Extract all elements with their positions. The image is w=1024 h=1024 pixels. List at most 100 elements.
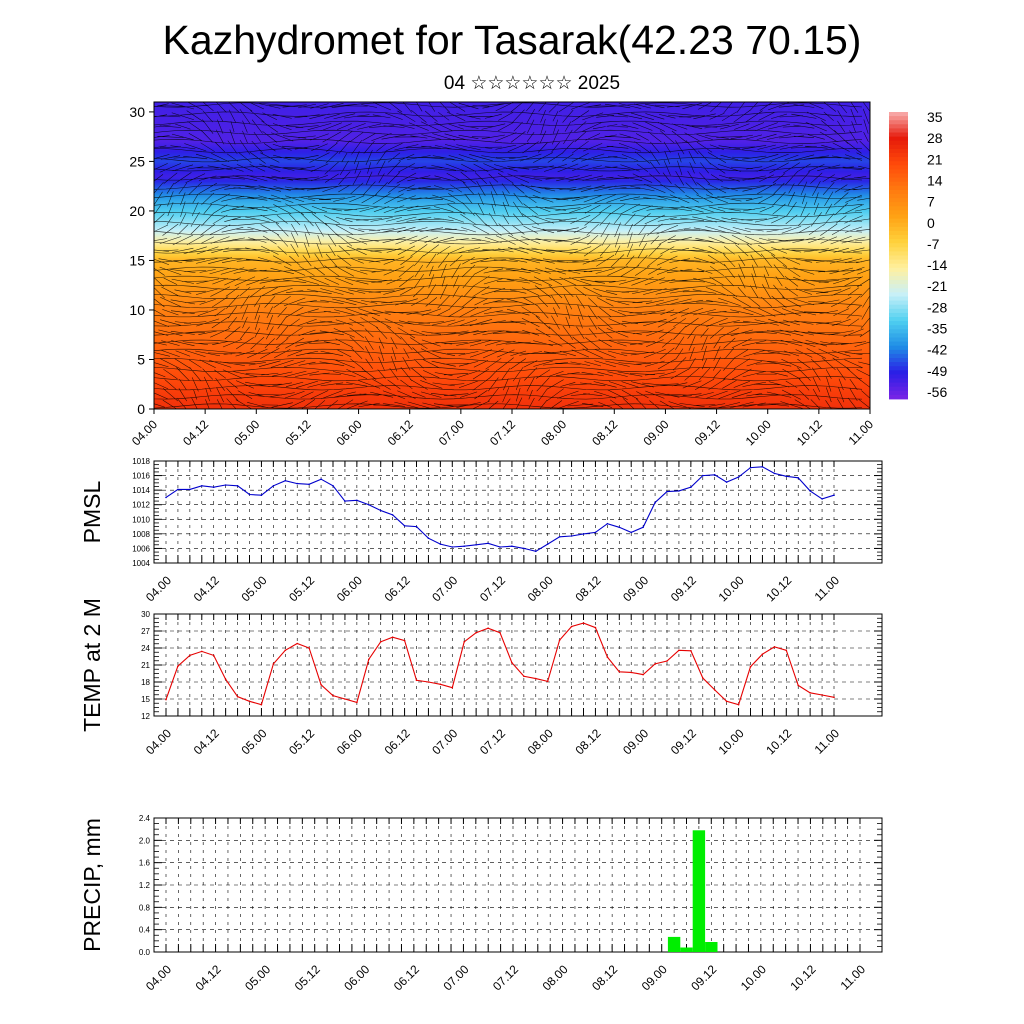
y-axis-title: PMSL (79, 480, 105, 543)
heatmap-x-tick-label: 05.12 (282, 417, 313, 448)
x-tick-label: 10.12 (763, 573, 794, 604)
data-point (773, 472, 776, 475)
heatmap-x-tick-label: 06.12 (385, 417, 416, 448)
colorbar-band (889, 341, 908, 347)
colorbar-band (889, 333, 908, 338)
colorbar: 35 28 21 14 7 0 -7 -14 -21 -28 -35 -42 -49 -56 (889, 109, 947, 400)
x-tick-label: 09.12 (688, 962, 719, 993)
x-tick-label: 06.00 (341, 962, 372, 993)
x-tick-label: 04.12 (191, 726, 222, 757)
data-point (499, 631, 501, 634)
y-tick-label: 1012 (132, 501, 150, 510)
y-tick-label: 1014 (132, 486, 150, 495)
y-tick-label: 1.6 (139, 859, 151, 868)
y-tick-label: 2.4 (139, 814, 151, 823)
precip-panel: 0.0 0.4 0.8 1.2 1.6 2.0 2.4 04.00 04.12 05.00 05.1… (79, 814, 883, 993)
colorbar-band (889, 112, 908, 117)
y-tick-label: 1004 (132, 559, 150, 568)
colorbar-band (889, 378, 908, 383)
x-tick-label: 07.00 (429, 726, 460, 757)
colorbar-band (889, 386, 908, 392)
data-point (713, 474, 716, 476)
precip-bar (667, 936, 681, 952)
colorbar-band (889, 136, 908, 142)
colorbar-band (889, 312, 908, 318)
x-tick-label: 10.12 (763, 726, 794, 757)
y-tick-label: 1006 (132, 544, 150, 553)
data-point (272, 485, 275, 487)
data-point (475, 544, 477, 546)
colorbar-band (889, 362, 908, 367)
heatmap-x-tick-label: 08.12 (589, 417, 620, 448)
data-point (177, 488, 179, 491)
colorbar-band (889, 177, 908, 183)
x-tick-label: 11.00 (812, 726, 843, 757)
data-point (272, 663, 275, 665)
data-point (523, 547, 525, 550)
data-point (391, 514, 394, 516)
temp-panel: 12 15 18 21 24 27 30 04.00 04.12 05.00 05.12 06.00 0… (79, 598, 883, 757)
data-point (439, 543, 442, 545)
colorbar-band (889, 300, 908, 306)
x-tick-label: 05.12 (292, 962, 323, 993)
colorbar-band (889, 173, 908, 178)
data-point (415, 525, 418, 528)
y-tick-label: 18 (141, 678, 150, 687)
colorbar-label: 14 (927, 172, 943, 188)
data-point (570, 625, 573, 628)
heatmap-panel: 0 5 10 15 20 25 30 04.00 04.12 05.00 05.12 06.00 06.… (129, 101, 876, 448)
data-point (224, 484, 227, 486)
heatmap-y-tick-label: 30 (129, 104, 145, 120)
heatmap-x-tick-label: 06.00 (334, 417, 365, 448)
colorbar-band (889, 337, 908, 342)
data-point (332, 694, 334, 697)
y-tick-label: 1008 (132, 530, 150, 539)
colorbar-label: 0 (927, 215, 935, 231)
heatmap-y-tick-label: 25 (129, 153, 145, 169)
colorbar-band (889, 284, 908, 289)
colorbar-band (889, 128, 908, 133)
data-point (427, 537, 430, 539)
heatmap-fill (154, 102, 870, 409)
x-tick-label: 05.00 (238, 573, 269, 604)
colorbar-band (889, 189, 908, 195)
data-point (236, 485, 239, 487)
colorbar-band (889, 124, 908, 129)
heatmap-y-tick-label: 10 (129, 302, 145, 318)
data-point (499, 546, 501, 548)
colorbar-band (889, 255, 908, 260)
data-point (463, 545, 466, 547)
x-tick-label: 10.00 (738, 962, 769, 993)
heatmap-x-tick-label: 10.00 (743, 417, 774, 448)
data-point (797, 477, 799, 479)
data-point (212, 486, 215, 489)
colorbar-band (889, 132, 908, 137)
colorbar-band (889, 230, 908, 236)
colorbar-band (889, 329, 908, 334)
data-point (809, 490, 811, 492)
colorbar-band (889, 235, 908, 240)
data-point (546, 543, 549, 545)
x-tick-label: 09.00 (620, 573, 651, 604)
data-point (737, 476, 740, 478)
data-point (177, 665, 179, 667)
data-point (212, 654, 215, 657)
colorbar-band (889, 144, 908, 150)
colorbar-band (889, 210, 908, 215)
x-tick-label: 05.12 (286, 726, 317, 757)
x-tick-label: 10.00 (716, 726, 747, 757)
y-axis-title: TEMP at 2 M (79, 598, 105, 732)
colorbar-band (889, 169, 908, 174)
data-point (594, 626, 597, 629)
colorbar-band (889, 247, 908, 252)
data-point (451, 686, 454, 689)
pmsl-panel: 1004 1006 1008 1010 1012 1014 1016 1018 04.00 04.… (79, 457, 883, 604)
colorbar-band (889, 214, 908, 219)
data-point (379, 641, 382, 643)
data-point (761, 466, 764, 468)
data-point (535, 677, 537, 680)
y-tick-label: 27 (141, 627, 150, 636)
x-tick-label: 09.12 (668, 573, 699, 604)
y-tick-label: 21 (141, 661, 150, 670)
